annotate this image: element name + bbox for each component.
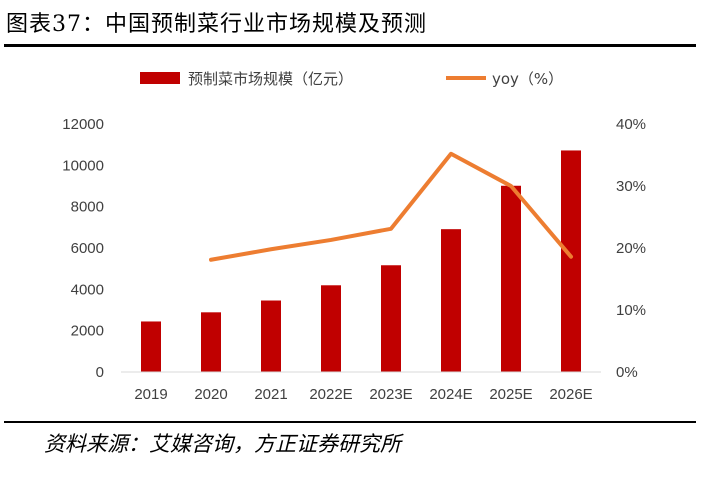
legend-bar-swatch — [140, 72, 180, 84]
page-title: 图表37：中国预制菜行业市场规模及预测 — [6, 12, 427, 37]
chart-legend: 预制菜市场规模（亿元） yoy（%） — [140, 70, 563, 88]
x-tick-label: 2026E — [549, 386, 592, 403]
bar-2023E — [381, 265, 401, 372]
bar-2019 — [141, 321, 161, 372]
right-tick-label: 20% — [616, 240, 646, 257]
x-tick-label: 2024E — [429, 386, 472, 403]
bar-2025E — [501, 185, 521, 372]
title-divider — [4, 44, 696, 47]
x-tick-label: 2020 — [194, 386, 227, 403]
right-tick-label: 30% — [616, 178, 646, 195]
x-tick-label: 2025E — [489, 386, 532, 403]
left-axis-ticks: 0 2000 4000 6000 8000 10000 12000 — [62, 116, 104, 381]
x-tick-label: 2021 — [254, 386, 287, 403]
right-tick-label: 10% — [616, 302, 646, 319]
left-tick-label: 6000 — [71, 240, 104, 257]
bar-2020 — [201, 312, 221, 372]
x-tick-label: 2022E — [309, 386, 352, 403]
left-tick-label: 4000 — [71, 281, 104, 298]
x-tick-label: 2019 — [134, 386, 167, 403]
source-note: 资料来源：艾媒咨询，方正证券研究所 — [44, 432, 401, 456]
left-tick-label: 2000 — [71, 323, 104, 340]
right-axis-ticks: 0% 10% 20% 30% 40% — [616, 116, 646, 381]
left-tick-label: 10000 — [62, 157, 104, 174]
left-tick-label: 0 — [96, 364, 104, 381]
legend-line-label: yoy（%） — [492, 70, 563, 88]
right-tick-label: 40% — [616, 116, 646, 133]
x-axis-labels: 2019 2020 2021 2022E 2023E 2024E 2025E 2026E — [134, 386, 592, 403]
footer-divider — [4, 421, 696, 423]
market-size-chart: 预制菜市场规模（亿元） yoy（%） 0 2000 4000 6000 8000 1000… — [62, 70, 646, 403]
bar-series — [141, 150, 581, 372]
x-tick-label: 2023E — [369, 386, 412, 403]
bar-2022E — [321, 285, 341, 372]
bar-2026E — [561, 150, 581, 372]
legend-bar-label: 预制菜市场规模（亿元） — [188, 70, 353, 88]
right-tick-label: 0% — [616, 364, 638, 381]
bar-2021 — [261, 300, 281, 372]
yoy-line — [209, 151, 573, 262]
left-tick-label: 12000 — [62, 116, 104, 133]
left-tick-label: 8000 — [71, 199, 104, 216]
bar-2024E — [441, 229, 461, 372]
